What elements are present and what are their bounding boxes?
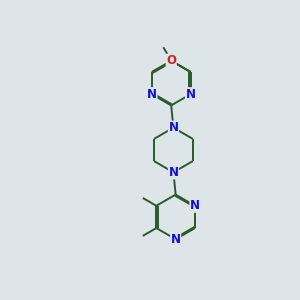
Text: N: N: [171, 233, 181, 246]
Text: N: N: [168, 166, 178, 179]
Text: O: O: [166, 54, 176, 67]
Text: N: N: [168, 121, 178, 134]
Text: N: N: [147, 88, 157, 101]
Text: N: N: [190, 199, 200, 212]
Text: N: N: [185, 88, 196, 101]
